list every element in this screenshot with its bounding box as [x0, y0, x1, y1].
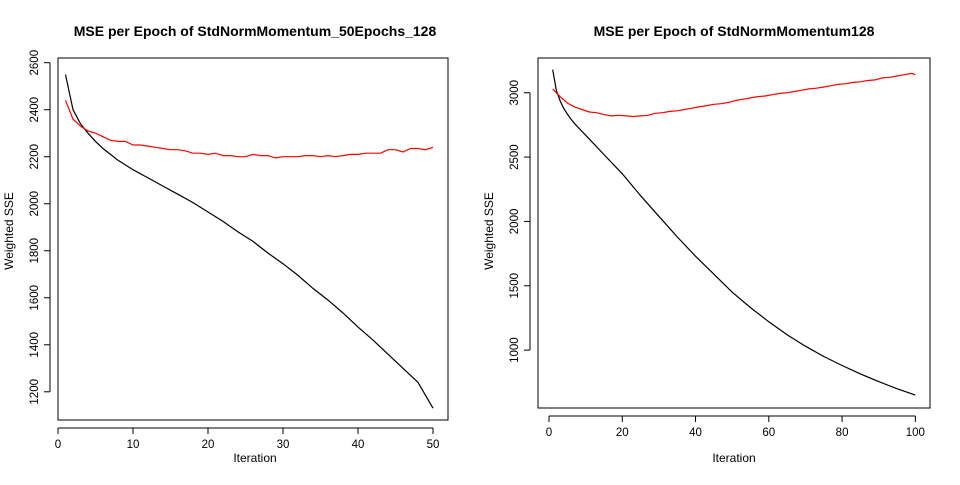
y-tick-label: 1200: [29, 379, 41, 405]
x-tick-label: 60: [762, 427, 775, 439]
y-tick-label: 1800: [29, 238, 41, 264]
plot-frame: [57, 57, 449, 421]
series-line-black: [552, 69, 916, 396]
y-tick-label: 1000: [509, 337, 521, 363]
y-axis-label: Weighted SSE: [2, 192, 16, 270]
x-tick-label: 0: [55, 439, 61, 451]
y-tick-label: 2200: [29, 144, 41, 170]
chart-panel-left: MSE per Epoch of StdNormMomentum_50Epoch…: [2, 23, 449, 465]
x-tick-label: 20: [202, 439, 215, 451]
y-tick-label: 2000: [509, 209, 521, 235]
y-tick-label: 2600: [29, 50, 41, 76]
series-line-black: [64, 74, 434, 409]
x-tick-label: 100: [906, 427, 925, 439]
x-tick-label: 0: [546, 427, 552, 439]
y-tick-label: 2000: [29, 191, 41, 217]
x-tick-label: 80: [836, 427, 849, 439]
y-tick-label: 3000: [509, 80, 521, 106]
chart-panel-right: MSE per Epoch of StdNormMomentum128 Iter…: [482, 23, 931, 465]
x-tick-label: 10: [127, 439, 140, 451]
y-tick-label: 2500: [509, 144, 521, 170]
x-tick-label: 20: [616, 427, 629, 439]
y-axis-label: Weighted SSE: [482, 192, 496, 270]
series-line-red: [64, 100, 434, 159]
y-tick-label: 2400: [29, 97, 41, 123]
chart-title: MSE per Epoch of StdNormMomentum128: [594, 23, 875, 39]
y-tick-label: 1500: [509, 273, 521, 299]
plot-frame: [537, 57, 931, 409]
series-line-red: [552, 72, 916, 118]
x-axis-label: Iteration: [233, 451, 276, 465]
x-axis-label: Iteration: [712, 451, 755, 465]
x-tick-label: 50: [427, 439, 440, 451]
x-tick-label: 40: [689, 427, 702, 439]
chart-title: MSE per Epoch of StdNormMomentum_50Epoch…: [74, 23, 437, 39]
x-tick-label: 30: [277, 439, 290, 451]
x-tick-label: 40: [352, 439, 365, 451]
y-tick-label: 1400: [29, 332, 41, 358]
y-tick-label: 1600: [29, 285, 41, 311]
